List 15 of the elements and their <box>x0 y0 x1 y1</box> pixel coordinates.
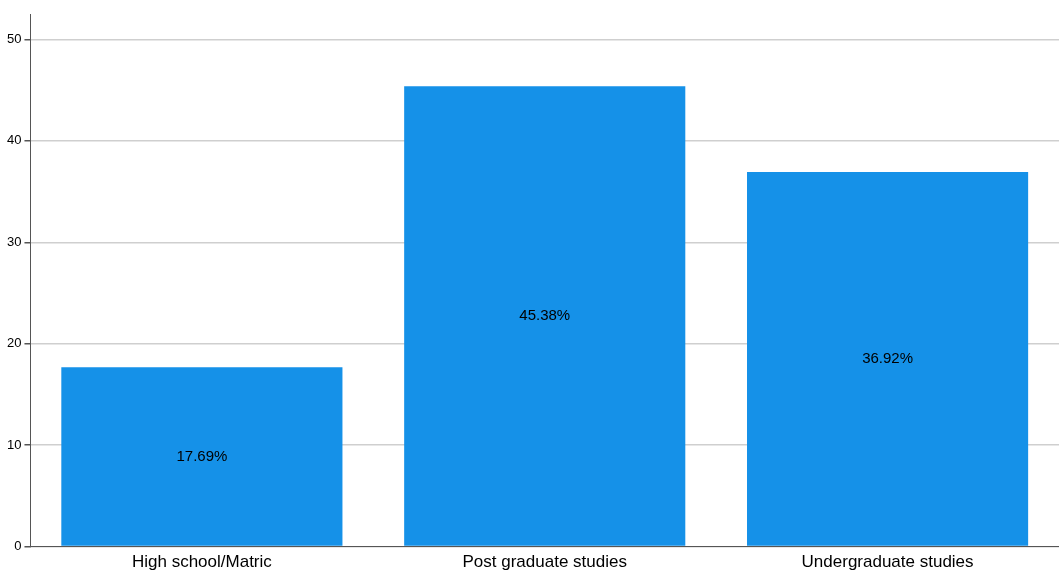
y-tick-label: 0 <box>14 538 22 554</box>
y-tick-label: 10 <box>6 436 22 452</box>
y-tick-label: 20 <box>6 335 22 351</box>
x-tick-label: Post graduate studies <box>462 552 627 572</box>
data-label: 45.38% <box>519 306 571 324</box>
y-tick-label: 50 <box>6 30 22 46</box>
y-tick-label: 30 <box>6 233 22 249</box>
bar <box>404 86 686 546</box>
data-label: 17.69% <box>176 446 228 464</box>
x-tick-label: Undergraduate studies <box>801 552 974 572</box>
y-tick-label: 40 <box>6 132 22 148</box>
x-tick-label: High school/Matric <box>131 552 273 572</box>
bar <box>61 367 343 546</box>
bar <box>747 172 1029 546</box>
data-label: 36.92% <box>862 349 914 367</box>
